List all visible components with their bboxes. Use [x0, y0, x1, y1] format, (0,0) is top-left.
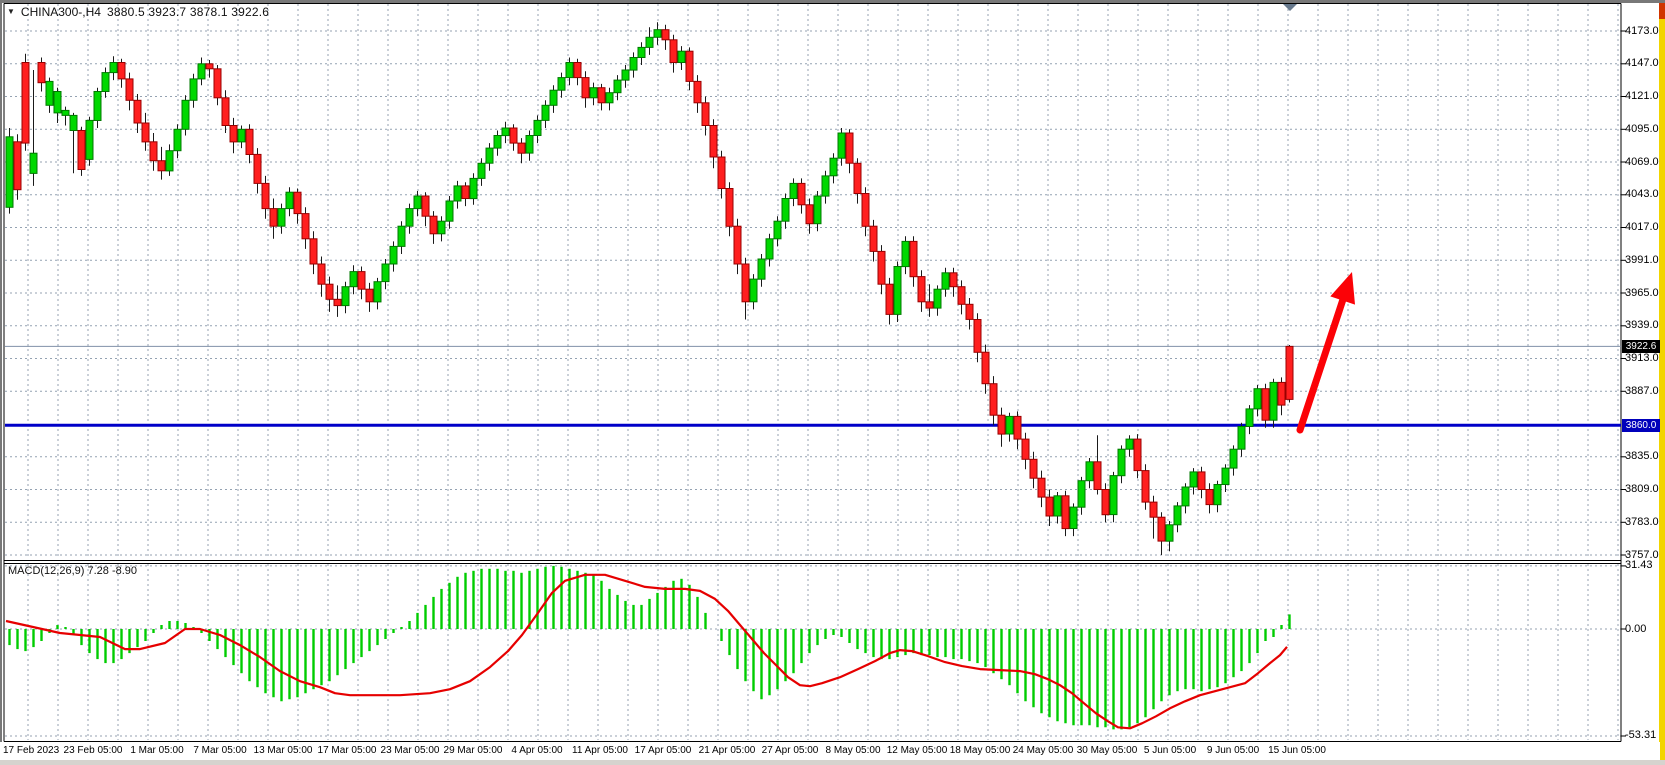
macd-histogram [8, 565, 1291, 730]
macd-scale-label: 0.00 [1625, 623, 1647, 635]
date-label: 30 May 05:00 [1076, 745, 1138, 756]
date-label: 17 Feb 2023 [3, 745, 60, 756]
price-axis-label: 3757.0 [1625, 549, 1659, 561]
symbol-period-label: CHINA300-,H4 [20, 5, 101, 19]
price-axis-label: 4043.0 [1625, 188, 1659, 200]
date-label: 13 Mar 05:00 [253, 745, 313, 756]
date-label: 7 Mar 05:00 [193, 745, 247, 756]
date-label: 17 Mar 05:00 [317, 745, 377, 756]
date-label: 23 Mar 05:00 [380, 745, 440, 756]
macd-indicator-label: MACD(12,26,9) 7.28 -8.90 [8, 565, 137, 577]
window-top-border [0, 0, 1665, 3]
hline-price-badge: 3860.0 [1622, 419, 1660, 432]
grid [5, 4, 1621, 740]
price-axis-label: 4095.0 [1625, 123, 1659, 135]
date-label: 21 Apr 05:00 [698, 745, 756, 756]
candles-group [5, 22, 1294, 555]
macd-main-value: 7.28 [87, 565, 109, 577]
ohlc-values-label: 3880.5 3923.7 3878.1 3922.6 [106, 5, 270, 19]
date-label: 12 May 05:00 [886, 745, 948, 756]
date-label: 23 Feb 05:00 [63, 745, 123, 756]
right-edge-marker [1659, 3, 1665, 19]
date-label: 1 Mar 05:00 [130, 745, 184, 756]
price-axis-label: 3965.0 [1625, 287, 1659, 299]
macd-name: MACD(12,26,9) [8, 565, 85, 577]
right-edge-strip [1659, 19, 1665, 760]
date-label: 27 Apr 05:00 [761, 745, 819, 756]
annotation-arrow[interactable] [1296, 272, 1355, 434]
macd-scale-label: 31.43 [1625, 559, 1653, 571]
price-axis-label: 3783.0 [1625, 516, 1659, 528]
price-axis-label: 4147.0 [1625, 57, 1659, 69]
axis-ticks [27, 30, 1626, 746]
panel-borders [3, 3, 1622, 742]
chart-shift-marker-icon[interactable] [1283, 4, 1297, 11]
date-label: 17 Apr 05:00 [634, 745, 692, 756]
chevron-down-icon[interactable]: ▼ [7, 7, 15, 16]
price-axis-label: 3835.0 [1625, 450, 1659, 462]
date-label: 8 May 05:00 [825, 745, 881, 756]
date-label: 11 Apr 05:00 [572, 745, 628, 756]
price-axis-label: 3991.0 [1625, 254, 1659, 266]
price-axis-label: 3809.0 [1625, 483, 1659, 495]
price-axis-label: 4121.0 [1625, 90, 1659, 102]
price-axis-label: 3887.0 [1625, 385, 1659, 397]
current-price-badge: 3922.6 [1622, 340, 1660, 353]
date-label: 29 Mar 05:00 [443, 745, 503, 756]
date-label: 24 May 05:00 [1012, 745, 1074, 756]
macd-scale-label: -53.31 [1625, 729, 1657, 741]
macd-signal-value: -8.90 [111, 565, 138, 577]
date-label: 15 Jun 05:00 [1268, 745, 1326, 756]
price-axis-label: 4017.0 [1625, 221, 1659, 233]
window-bottom-border [0, 760, 1665, 765]
chart-title: ▼ CHINA300-,H4 3880.5 3923.7 3878.1 3922… [7, 5, 269, 19]
price-axis-label: 4069.0 [1625, 156, 1659, 168]
date-label: 18 May 05:00 [949, 745, 1011, 756]
price-axis-label: 4173.0 [1625, 25, 1659, 37]
window-left-border [0, 0, 2, 765]
date-label: 4 Apr 05:00 [511, 745, 563, 756]
time-axis[interactable]: 17 Feb 2023 23 Feb 05:00 1 Mar 05:00 7 Mar … [0, 742, 1660, 760]
date-label: 9 Jun 05:00 [1206, 745, 1260, 756]
price-axis-label: 3939.0 [1625, 319, 1659, 331]
date-label: 5 Jun 05:00 [1143, 745, 1197, 756]
price-axis-label: 3913.0 [1625, 352, 1659, 364]
macd-signal-line [5, 573, 1288, 730]
